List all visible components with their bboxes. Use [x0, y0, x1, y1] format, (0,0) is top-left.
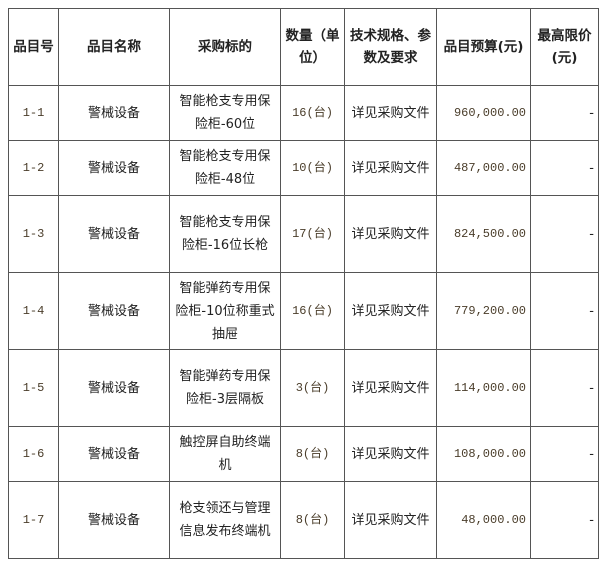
table-row: 1-2 警械设备 智能枪支专用保险柜-48位 10(台) 详见采购文件 487,000.0… — [8, 140, 599, 196]
budget-cell: 960,000.00 — [436, 85, 531, 141]
item-name-cell: 警械设备 — [58, 349, 170, 427]
header-spec: 技术规格、参数及要求 — [344, 8, 437, 86]
item-no-cell: 1-5 — [8, 349, 59, 427]
table-row: 1-1 警械设备 智能枪支专用保险柜-60位 16(台) 详见采购文件 960,000.0… — [8, 85, 599, 141]
budget-cell: 487,000.00 — [436, 140, 531, 196]
item-no-cell: 1-1 — [8, 85, 59, 141]
spec-cell: 详见采购文件 — [344, 85, 437, 141]
spec-cell: 详见采购文件 — [344, 481, 437, 559]
spec-cell: 详见采购文件 — [344, 349, 437, 427]
table-row: 1-6 警械设备 触控屏自助终端机 8(台) 详见采购文件 108,000.00- — [8, 426, 599, 482]
budget-cell: 108,000.00 — [436, 426, 531, 482]
item-no-cell: 1-6 — [8, 426, 59, 482]
item-no-cell: 1-7 — [8, 481, 59, 559]
budget-cell: 824,500.00 — [436, 195, 531, 273]
header-target: 采购标的 — [169, 8, 281, 86]
procurement-items-table: 品目号 品目名称 采购标的 数量（单位） 技术规格、参数及要求 品目预算(元) … — [8, 8, 599, 559]
header-item-no: 品目号 — [8, 8, 59, 86]
target-cell: 智能弹药专用保险柜-10位称重式抽屉 — [169, 272, 281, 350]
target-cell: 智能枪支专用保险柜-48位 — [169, 140, 281, 196]
target-cell: 智能弹药专用保险柜-3层隔板 — [169, 349, 281, 427]
item-no-cell: 1-4 — [8, 272, 59, 350]
item-name-cell: 警械设备 — [58, 481, 170, 559]
quantity-cell: 8(台) — [280, 481, 345, 559]
max-price-cell: - — [530, 272, 599, 350]
spec-cell: 详见采购文件 — [344, 272, 437, 350]
target-cell: 枪支领还与管理信息发布终端机 — [169, 481, 281, 559]
quantity-cell: 17(台) — [280, 195, 345, 273]
target-cell: 智能枪支专用保险柜-16位长枪 — [169, 195, 281, 273]
spec-cell: 详见采购文件 — [344, 426, 437, 482]
table-header-row: 品目号 品目名称 采购标的 数量（单位） 技术规格、参数及要求 品目预算(元) … — [8, 8, 599, 86]
item-name-cell: 警械设备 — [58, 195, 170, 273]
table-row: 1-5 警械设备 智能弹药专用保险柜-3层隔板 3(台) 详见采购文件 114,000.0… — [8, 349, 599, 427]
header-max-price: 最高限价(元) — [530, 8, 599, 86]
header-item-name: 品目名称 — [58, 8, 170, 86]
budget-cell: 48,000.00 — [436, 481, 531, 559]
quantity-cell: 8(台) — [280, 426, 345, 482]
max-price-cell: - — [530, 195, 599, 273]
header-budget: 品目预算(元) — [436, 8, 531, 86]
max-price-cell: - — [530, 140, 599, 196]
item-name-cell: 警械设备 — [58, 272, 170, 350]
table-row: 1-3 警械设备 智能枪支专用保险柜-16位长枪 17(台) 详见采购文件 824,500… — [8, 195, 599, 273]
budget-cell: 114,000.00 — [436, 349, 531, 427]
max-price-cell: - — [530, 85, 599, 141]
budget-cell: 779,200.00 — [436, 272, 531, 350]
max-price-cell: - — [530, 426, 599, 482]
max-price-cell: - — [530, 349, 599, 427]
item-no-cell: 1-3 — [8, 195, 59, 273]
target-cell: 触控屏自助终端机 — [169, 426, 281, 482]
item-no-cell: 1-2 — [8, 140, 59, 196]
quantity-cell: 3(台) — [280, 349, 345, 427]
quantity-cell: 16(台) — [280, 272, 345, 350]
item-name-cell: 警械设备 — [58, 140, 170, 196]
spec-cell: 详见采购文件 — [344, 195, 437, 273]
item-name-cell: 警械设备 — [58, 426, 170, 482]
table-row: 1-4 警械设备 智能弹药专用保险柜-10位称重式抽屉 16(台) 详见采购文件 779,… — [8, 272, 599, 350]
quantity-cell: 10(台) — [280, 140, 345, 196]
target-cell: 智能枪支专用保险柜-60位 — [169, 85, 281, 141]
quantity-cell: 16(台) — [280, 85, 345, 141]
spec-cell: 详见采购文件 — [344, 140, 437, 196]
item-name-cell: 警械设备 — [58, 85, 170, 141]
table-row: 1-7 警械设备 枪支领还与管理信息发布终端机 8(台) 详见采购文件 48,000.00… — [8, 481, 599, 559]
header-quantity: 数量（单位） — [280, 8, 345, 86]
max-price-cell: - — [530, 481, 599, 559]
